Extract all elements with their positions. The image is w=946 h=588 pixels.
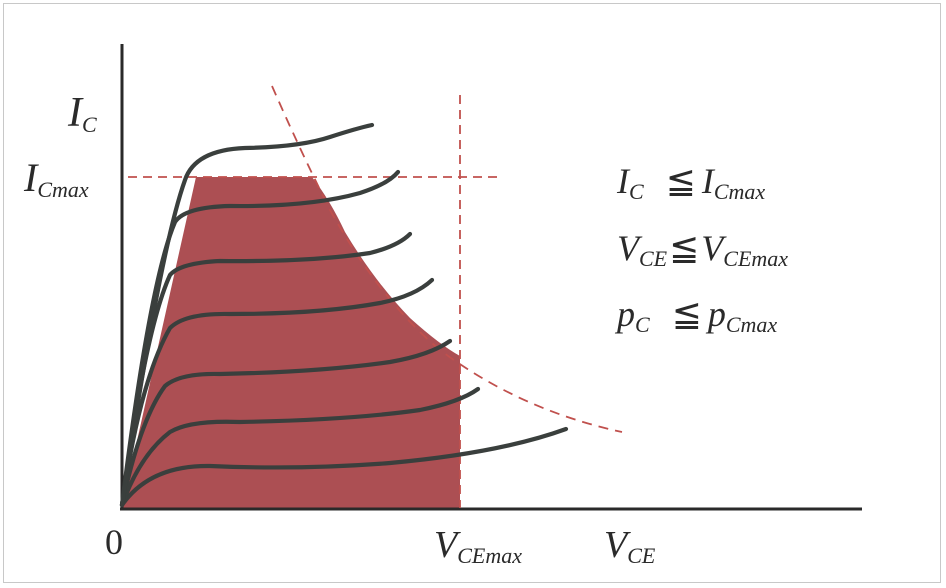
ic-max-label: ICmax — [24, 158, 89, 201]
ic-max-label-sub: Cmax — [37, 177, 89, 202]
characteristic-curve-3 — [119, 338, 453, 508]
x-axis-label-main: V — [604, 524, 628, 566]
condition-vce: VCE≦VCEmax — [617, 230, 788, 270]
characteristic-curve-1 — [119, 426, 569, 508]
y-axis-label: IC — [68, 92, 97, 136]
characteristic-curve-4 — [119, 277, 435, 508]
condition-ic-operator: ≦ — [665, 161, 696, 201]
condition-pc-lhs-sub: C — [635, 312, 650, 337]
condition-pc: pC ≦ pCmax — [617, 296, 777, 336]
ic-max-label-main: I — [24, 155, 38, 200]
characteristic-curve-6 — [119, 169, 401, 508]
vce-max-label: VCEmax — [434, 526, 522, 567]
x-axis-label: VCE — [604, 526, 655, 567]
y-axis-label-sub: C — [82, 112, 97, 137]
characteristic-curve-7 — [119, 122, 375, 508]
condition-pc-lhs: p — [617, 294, 635, 334]
condition-vce-lhs: V — [617, 228, 639, 268]
characteristic-curve-2 — [119, 386, 481, 508]
condition-pc-rhs-sub: Cmax — [725, 312, 778, 337]
condition-vce-rhs-sub: CEmax — [723, 246, 789, 271]
safe-operating-area — [122, 177, 460, 508]
condition-vce-lhs-sub: CE — [639, 246, 668, 271]
condition-pc-operator: ≦ — [671, 294, 702, 334]
condition-ic-lhs: I — [617, 161, 629, 201]
condition-ic: IC ≦ ICmax — [617, 163, 765, 203]
y-axis-label-main: I — [68, 90, 82, 136]
vce-max-label-sub: CEmax — [457, 543, 522, 568]
condition-ic-lhs-sub: C — [629, 179, 644, 204]
vce-max-label-main: V — [434, 524, 458, 566]
condition-ic-rhs-sub: Cmax — [713, 179, 766, 204]
condition-ic-rhs: I — [701, 161, 714, 201]
characteristic-curves — [119, 122, 569, 508]
condition-vce-operator: ≦ — [669, 228, 700, 268]
x-axis-label-sub: CE — [627, 543, 656, 568]
condition-vce-rhs: V — [701, 228, 724, 268]
origin-label: 0 — [105, 522, 123, 562]
condition-pc-rhs: p — [707, 294, 726, 334]
